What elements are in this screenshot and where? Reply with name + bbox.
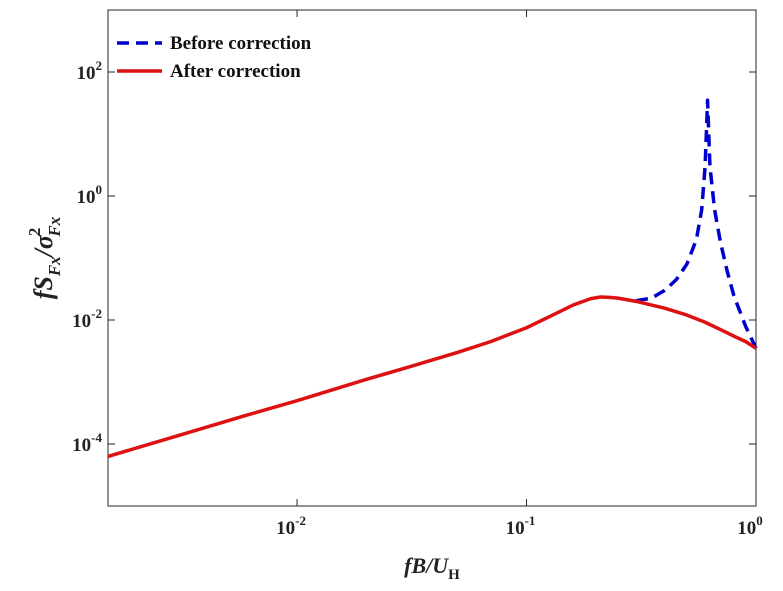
series-line-before-correction <box>635 98 758 350</box>
series-line-after-correction <box>107 295 757 459</box>
y-tick-label-base: 10 <box>77 63 96 84</box>
y-axis-label-slash: / <box>29 246 58 258</box>
y-tick-label-exponent: 0 <box>96 182 103 197</box>
x-axis-ticks: 10-2 10-1 100 <box>276 10 763 539</box>
x-tick-label-exponent: 0 <box>756 513 763 528</box>
y-axis-label-numerator: fS <box>29 276 58 299</box>
x-tick-label: 100 <box>737 513 763 539</box>
y-tick-label: 102 <box>77 58 103 84</box>
y-axis-label-numerator-sub: Fx <box>45 256 64 277</box>
x-axis-label-main: fB/U <box>404 553 449 578</box>
y-tick-label-exponent: -2 <box>91 306 102 321</box>
y-tick-label-exponent: 2 <box>96 58 103 73</box>
plot-area <box>107 9 757 507</box>
x-tick-label-base: 10 <box>506 518 525 539</box>
y-tick-label-base: 10 <box>72 435 91 456</box>
y-axis-label-denominator: σ <box>29 234 58 249</box>
x-tick-label-exponent: -1 <box>525 513 536 528</box>
x-axis-label-subscript: H <box>448 567 460 583</box>
x-tick-label-exponent: -2 <box>295 513 306 528</box>
y-axis-label-denominator-sup: 2 <box>25 228 44 237</box>
series-lines <box>107 98 758 459</box>
x-tick-label-base: 10 <box>737 518 756 539</box>
legend-label-after: After correction <box>170 61 301 82</box>
y-tick-label-exponent: -4 <box>91 430 102 445</box>
y-tick-label-base: 10 <box>77 187 96 208</box>
x-tick-label: 10-1 <box>506 513 536 539</box>
y-tick-label-base: 10 <box>72 311 91 332</box>
legend: Before correction After correction <box>117 33 312 82</box>
x-tick-label-base: 10 <box>276 518 295 539</box>
legend-label-before: Before correction <box>170 33 312 54</box>
y-tick-label: 10-2 <box>72 306 102 332</box>
y-tick-label: 10-4 <box>72 430 102 456</box>
x-tick-label: 10-2 <box>276 513 306 539</box>
y-tick-label: 100 <box>77 182 103 208</box>
y-axis-label: fSFx/σ2Fx <box>25 216 64 299</box>
y-axis-label-denominator-sub: Fx <box>45 216 64 237</box>
x-axis-label: fB/UH <box>404 553 460 583</box>
